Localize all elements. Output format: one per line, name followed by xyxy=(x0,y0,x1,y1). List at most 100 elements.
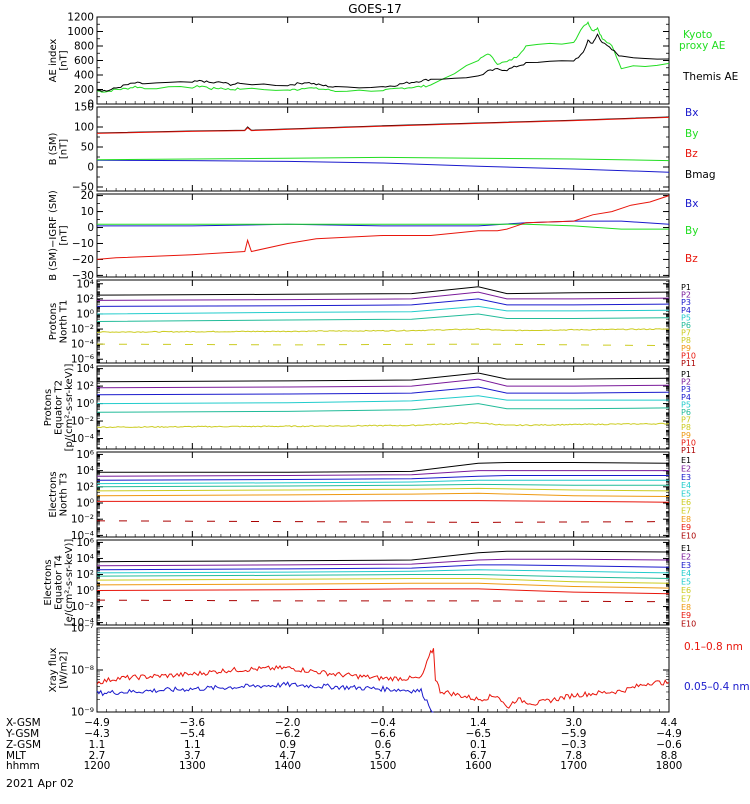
legend-item: P3 xyxy=(681,385,691,394)
x-row-value: −4.9 xyxy=(84,717,110,729)
x-row-label: Z-GSM xyxy=(6,739,41,751)
legend-item: 0.05–0.4 nm xyxy=(684,681,750,693)
legend-item: Bx xyxy=(685,198,698,210)
x-row-value: 0.1 xyxy=(470,739,487,751)
legend-item: E6 xyxy=(681,586,691,595)
legend-item: E10 xyxy=(681,532,696,541)
y-axis-label-line: Protons xyxy=(43,389,54,426)
y-tick-label: 10⁻² xyxy=(71,416,94,428)
y-axis-label-line: [p/(cm²-s-sr-keV)] xyxy=(64,364,75,452)
x-row-value: 7.8 xyxy=(565,750,582,762)
legend-item: E4 xyxy=(681,569,691,578)
x-row-value: 5.7 xyxy=(375,750,392,762)
y-tick-label: 0 xyxy=(87,162,94,174)
series-line-p3 xyxy=(96,386,670,396)
y-tick-label: 10⁻⁸ xyxy=(71,665,94,677)
y-axis-label-line: B (SM) xyxy=(48,132,59,165)
y-tick-label: 400 xyxy=(74,70,94,82)
x-row-label: Y-GSM xyxy=(5,728,39,740)
series-line-p5 xyxy=(96,395,669,405)
y-tick-label: 1000 xyxy=(67,26,94,38)
legend-item: 0.1–0.8 nm xyxy=(684,641,743,653)
y-tick-label: −50 xyxy=(72,182,94,194)
x-row-value: 1200 xyxy=(84,760,111,772)
series-line-e3 xyxy=(96,564,670,571)
y-axis-label-line: [nT] xyxy=(59,50,70,70)
y-tick-label: 10² xyxy=(76,293,94,305)
x-axis-table: X-GSM −4.9 −3.6 −2.0 −0.4 1.4 3.0 4.4Y-GSM −4.3−… xyxy=(5,717,682,772)
plot-title: GOES-17 xyxy=(348,2,402,16)
y-axis-label: B (SM) [nT] xyxy=(48,132,70,165)
y-tick-label: 200 xyxy=(74,84,94,96)
legend-item: Bx xyxy=(685,107,698,119)
panel-bsm: −50 0 50 100 150 B (SM) [nT] Bx By Bz Bmag xyxy=(48,102,716,194)
series-line-e5 xyxy=(96,574,670,579)
legend-item: E3 xyxy=(681,561,691,570)
panel-frame xyxy=(96,365,670,450)
y-tick-label: 10² xyxy=(76,481,94,493)
series-line-bx xyxy=(97,220,670,227)
y-tick-label: 10⁰ xyxy=(76,585,94,597)
panel-bigrf: −30 −20 −10 0 10 20 B (SM)−IGRF (SM) [nT] Bx By Bz xyxy=(48,190,698,282)
series-line-e2 xyxy=(96,470,669,477)
legend-item: Bmag xyxy=(685,169,716,181)
y-axis-label-line: [nT] xyxy=(59,139,70,159)
series-line-by xyxy=(97,223,669,230)
legend-item: P8 xyxy=(681,336,691,345)
y-tick-label: −30 xyxy=(72,270,94,282)
series-line-p2 xyxy=(96,291,670,301)
panel-protons_t1: 10⁻⁶ 10⁻⁴ 10⁻² 10⁰ 10² 10⁴ Protons North T1 P1P2… xyxy=(48,278,696,368)
y-tick-label: −10 xyxy=(72,238,94,250)
x-row-value: 0.6 xyxy=(375,739,392,751)
legend-item: E5 xyxy=(681,490,691,499)
series-line-p2 xyxy=(96,378,670,389)
series-line-p7 xyxy=(96,422,669,429)
y-tick-label: 50 xyxy=(81,142,94,154)
x-row-value: 4.4 xyxy=(661,717,678,729)
y-tick-label: 10⁻⁶ xyxy=(71,354,94,366)
x-row-value: 1.1 xyxy=(89,739,106,751)
x-row-value: 4.7 xyxy=(279,750,296,762)
legend-item: E3 xyxy=(681,473,691,482)
legend-item: P6 xyxy=(681,321,691,330)
panel-frame xyxy=(96,539,670,626)
x-row-value: 2.7 xyxy=(89,750,106,762)
x-row-value: −4.3 xyxy=(84,728,110,740)
legend-item: E2 xyxy=(681,464,691,473)
x-row-value: 1800 xyxy=(656,760,683,772)
legend-item: P5 xyxy=(681,400,691,409)
y-axis-label: Electrons Equator T4 [e/(cm²-s-sr-keV)] xyxy=(43,539,75,627)
legend-item: P11 xyxy=(681,446,696,455)
y-axis-label-line: B (SM)−IGRF (SM) xyxy=(48,190,59,281)
x-row-value: 3.7 xyxy=(184,750,201,762)
legend-item: E4 xyxy=(681,481,691,490)
legend-item: E1 xyxy=(681,456,691,465)
series-line-e2 xyxy=(96,558,670,567)
legend-item: By xyxy=(685,128,698,140)
x-row-value: −6.2 xyxy=(275,728,301,740)
x-row-label: X-GSM xyxy=(6,717,41,729)
series-line-0-05-0-4-nm xyxy=(96,681,434,713)
x-row-label: hhmm xyxy=(6,760,40,772)
legend-item: E9 xyxy=(681,611,691,620)
legend-item: Bz xyxy=(685,253,698,265)
y-axis-label-line: Protons xyxy=(48,303,59,340)
y-tick-label: 10⁻⁴ xyxy=(71,339,94,351)
y-axis-label: Xray flux [W/m2] xyxy=(48,648,70,693)
legend-item: E7 xyxy=(681,506,691,515)
series-line-e9 xyxy=(96,599,670,603)
x-row-value: −6.6 xyxy=(370,728,396,740)
y-axis-label-line: Electrons xyxy=(48,471,59,517)
legend-item: E1 xyxy=(681,544,691,553)
x-row-value: 1600 xyxy=(465,760,492,772)
panel-xray: 10⁻⁹ 10⁻⁸ 10⁻⁷ Xray flux [W/m2] 0.1–0.8 nm 0.0… xyxy=(48,623,750,719)
y-tick-label: 100 xyxy=(74,122,94,134)
y-tick-label: 10⁰ xyxy=(76,308,94,320)
x-row-value: −4.9 xyxy=(656,728,682,740)
legend-line: proxy AE xyxy=(679,40,725,52)
legend-item: E8 xyxy=(681,515,691,524)
x-row-value: −6.5 xyxy=(466,728,492,740)
